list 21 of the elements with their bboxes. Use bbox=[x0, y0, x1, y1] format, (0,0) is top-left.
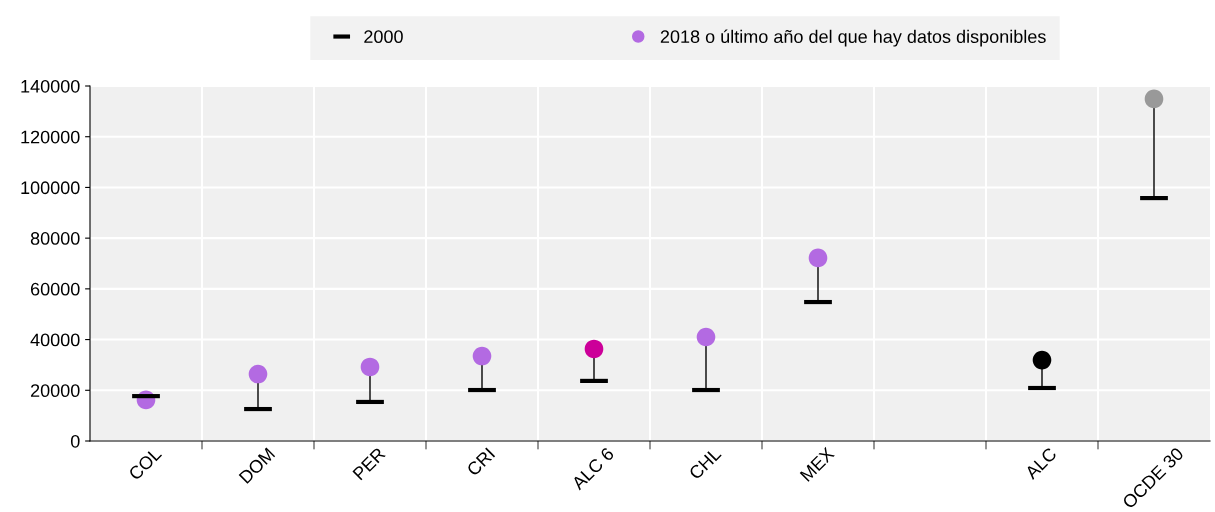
point bbox=[808, 248, 828, 268]
y-tick-label: 40000 bbox=[30, 333, 80, 347]
point bbox=[1144, 89, 1164, 109]
y-tick-label: 80000 bbox=[30, 232, 80, 245]
x-tick-label: CHL bbox=[688, 446, 722, 481]
x-tick-label: COL bbox=[127, 446, 163, 481]
legend-label: 2018 o último año del que hay datos disponibles bbox=[660, 29, 1046, 47]
y-tick-label: 140000 bbox=[21, 79, 80, 93]
y-tick-label: 0 bbox=[70, 434, 80, 448]
point bbox=[1032, 350, 1052, 370]
y-tick-label: 120000 bbox=[21, 130, 80, 144]
point bbox=[472, 346, 492, 366]
point bbox=[248, 364, 268, 384]
y-tick-label: 60000 bbox=[30, 282, 80, 296]
y-tick-label: 20000 bbox=[30, 384, 80, 398]
text: 2000 bbox=[364, 30, 403, 44]
point bbox=[584, 339, 604, 359]
point bbox=[696, 327, 716, 347]
y-tick-label: 100000 bbox=[21, 181, 80, 195]
point bbox=[360, 357, 380, 377]
x-tick-label: CRI bbox=[466, 447, 496, 477]
